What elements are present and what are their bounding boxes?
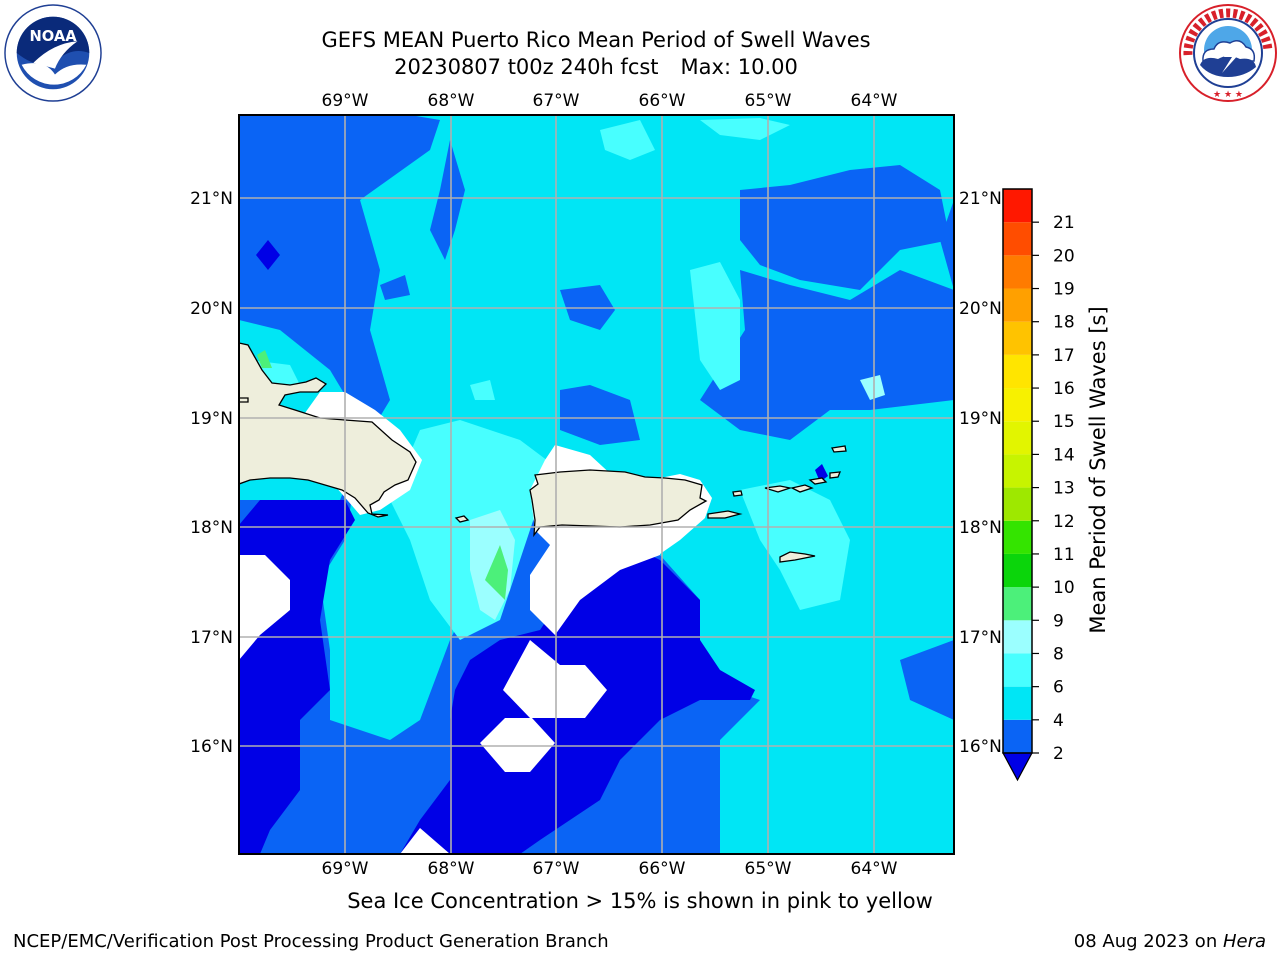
colorbar-tick-label: 8	[1053, 644, 1064, 664]
colorbar-segment	[1003, 255, 1032, 289]
lat-label: 17°N	[190, 628, 233, 648]
footer-date: 08 Aug 2023 on Hera	[1074, 931, 1266, 952]
lon-labels-top: 69°W 68°W 67°W 66°W 65°W 64°W	[322, 91, 898, 111]
svg-text:NOAA: NOAA	[29, 28, 77, 45]
lat-label: 17°N	[959, 628, 1002, 648]
colorbar-segment	[1003, 653, 1032, 687]
vieques-island	[707, 510, 743, 519]
colorbar-segment	[1003, 487, 1032, 521]
lon-label: 67°W	[533, 91, 580, 111]
colorbar-tick-label: 6	[1053, 678, 1064, 698]
colorbar-segment	[1003, 520, 1032, 554]
lat-label: 18°N	[959, 518, 1002, 538]
colorbar-frame	[1002, 188, 1033, 754]
nws-logo-icon: ★ ★ ★	[1179, 4, 1277, 102]
colorbar-tick-label: 18	[1053, 313, 1075, 333]
colorbar-segment	[1003, 454, 1032, 488]
footer-machine: Hera	[1222, 931, 1266, 952]
map-frame	[238, 114, 955, 855]
lat-label: 18°N	[190, 518, 233, 538]
colorbar-segment	[1003, 189, 1032, 223]
swell-2-4-holes	[380, 140, 950, 445]
colorbar-tick-label: 14	[1053, 445, 1075, 465]
lat-label: 20°N	[190, 299, 233, 319]
colorbar-segment	[1003, 222, 1032, 256]
lat-label: 21°N	[190, 189, 233, 209]
chart-title: GEFS MEAN Puerto Rico Mean Period of Swe…	[321, 28, 871, 52]
colorbar-tick-label: 10	[1053, 578, 1075, 598]
map-area	[239, 115, 954, 854]
footer-date-text: 08 Aug 2023 on	[1073, 931, 1223, 952]
colorbar-tick-label: 19	[1053, 280, 1075, 300]
colorbar-segment	[1003, 321, 1032, 355]
lon-label: 69°W	[322, 859, 369, 879]
colorbar-segment	[1003, 288, 1032, 322]
colorbar-under-arrow	[1001, 752, 1034, 782]
run-label: 20230807 t00z 240h fcst	[394, 55, 659, 79]
lon-labels-bottom: 69°W 68°W 67°W 66°W 65°W 64°W	[322, 859, 898, 879]
svg-text:★ ★ ★: ★ ★ ★	[1213, 90, 1243, 100]
colorbar-tick-label: 11	[1053, 545, 1075, 565]
lat-labels-left: 21°N 20°N 19°N 18°N 17°N 16°N	[190, 189, 233, 757]
colorbar-segment	[1003, 553, 1032, 588]
hispaniola-land	[239, 342, 417, 518]
sea-ice-note: Sea Ice Concentration > 15% is shown in …	[347, 889, 933, 913]
lon-label: 66°W	[639, 859, 686, 879]
noaa-logo-icon: NOAA	[4, 4, 102, 102]
lon-label: 68°W	[428, 859, 475, 879]
saint-croix-island	[779, 551, 816, 563]
colorbar-tick-label: 21	[1053, 213, 1075, 233]
virgin-islands	[732, 445, 847, 497]
colorbar-tick-label: 2	[1053, 744, 1064, 764]
colorbar-segment	[1003, 719, 1032, 753]
lat-label: 19°N	[190, 409, 233, 429]
chart-subtitle: 20230807 t00z 240h fcst Max: 10.00	[196, 54, 996, 80]
colorbar-tick-label: 12	[1053, 512, 1075, 532]
lon-label: 64°W	[851, 859, 898, 879]
lon-label: 66°W	[639, 91, 686, 111]
colorbar-tick-label: 20	[1053, 246, 1075, 266]
lon-label: 65°W	[745, 859, 792, 879]
colorbar-tick-label: 16	[1053, 379, 1075, 399]
lat-label: 16°N	[190, 737, 233, 757]
colorbar: 2 4 6 8 9 10 11 12 13 14 15 16 17 18 19 20 21	[1001, 188, 1075, 782]
lon-label: 68°W	[428, 91, 475, 111]
colorbar-tick-label: 4	[1053, 711, 1064, 731]
colorbar-tick-label: 17	[1053, 346, 1075, 366]
lat-label: 21°N	[959, 189, 1002, 209]
lon-label: 64°W	[851, 91, 898, 111]
colorbar-segment	[1003, 686, 1032, 720]
footer-credit: NCEP/EMC/Verification Post Processing Pr…	[13, 931, 609, 952]
colorbar-segment	[1003, 587, 1032, 621]
lon-label: 69°W	[322, 91, 369, 111]
lat-label: 19°N	[959, 409, 1002, 429]
swell-9-10-contours	[257, 350, 508, 600]
colorbar-tick-label: 13	[1053, 479, 1075, 499]
lat-labels-right: 21°N 20°N 19°N 18°N 17°N 16°N	[959, 189, 1002, 757]
colorbar-segment	[1003, 620, 1032, 654]
lat-label: 20°N	[959, 299, 1002, 319]
colorbar-tick-label: 15	[1053, 412, 1075, 432]
lat-label: 16°N	[959, 737, 1002, 757]
colorbar-segment	[1003, 388, 1032, 422]
colorbar-label: Mean Period of Swell Waves [s]	[1086, 306, 1110, 633]
graticule	[239, 115, 954, 854]
colorbar-segment	[1003, 354, 1032, 389]
colorbar-tick-label: 9	[1053, 611, 1064, 631]
lon-label: 65°W	[745, 91, 792, 111]
cuba-fragment-tip	[239, 397, 249, 403]
mona-island	[454, 515, 470, 523]
lon-label: 67°W	[533, 859, 580, 879]
max-label: Max: 10.00	[680, 55, 798, 79]
colorbar-segment	[1003, 421, 1032, 455]
